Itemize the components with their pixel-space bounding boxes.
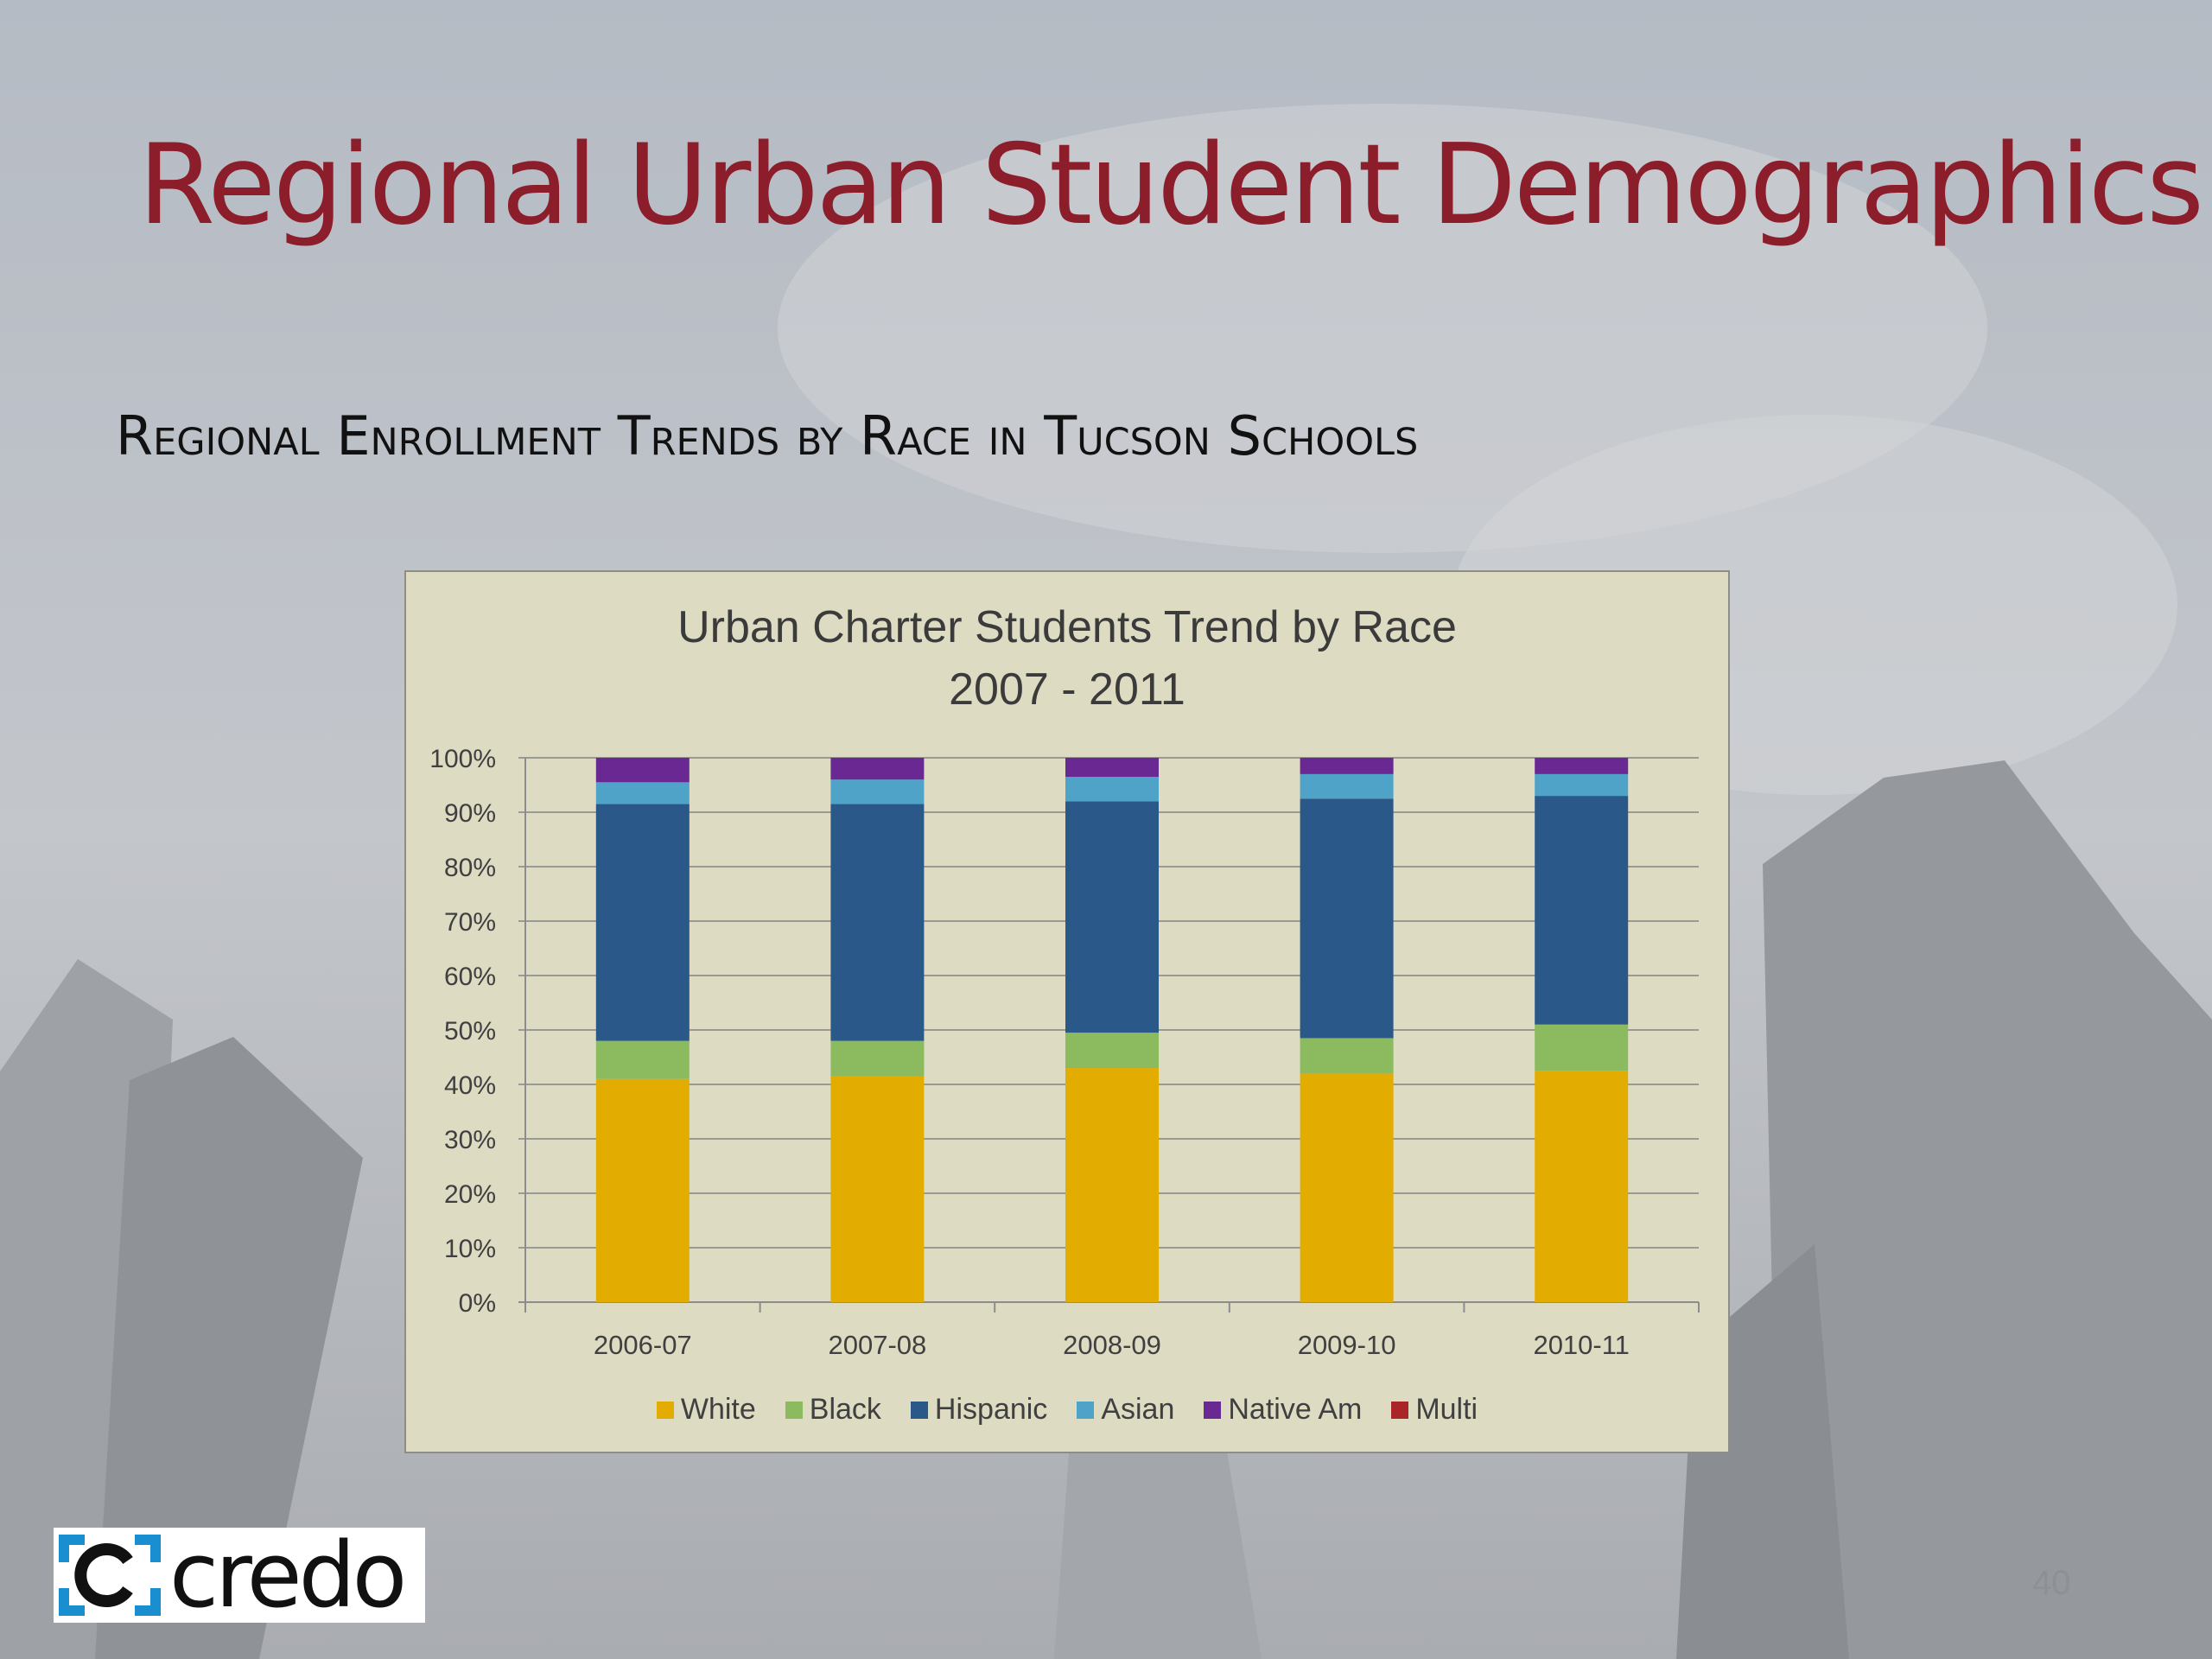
bar-segment [830, 804, 925, 1041]
bar-segment [595, 782, 690, 804]
bar-segment [1535, 758, 1629, 774]
bar-segment [1535, 1024, 1629, 1071]
credo-logo-mark [59, 1535, 161, 1616]
bar-segment [1535, 796, 1629, 1025]
x-tick-label: 2006-07 [594, 1330, 692, 1360]
bar-segment [1300, 758, 1394, 774]
legend-swatch [910, 1401, 928, 1419]
x-tick-label: 2009-10 [1298, 1330, 1396, 1360]
bar-segment [1065, 1033, 1159, 1069]
legend-item: Black [785, 1393, 881, 1427]
bar-segment [1535, 773, 1629, 797]
chart-subtitle: 2007 - 2011 [949, 664, 1185, 715]
x-tick-label: 2008-09 [1063, 1330, 1161, 1360]
page-number: 40 [2032, 1564, 2071, 1602]
stacked-bar-chart: 0% 10% 20% 30% 40% 50% 60% 70% 80% 90% 100% 2006-07… [429, 745, 1700, 1360]
legend-item: Asian [1077, 1393, 1174, 1427]
credo-logo-text: credo [169, 1522, 407, 1628]
bar-segment [1065, 801, 1159, 1033]
bar-segment [595, 804, 690, 1041]
legend-label: Native Am [1228, 1393, 1363, 1426]
y-tick-label: 30% [444, 1126, 496, 1154]
y-tick-label: 0% [459, 1289, 496, 1318]
slide-title: Regional Urban Student Demographics [138, 121, 2204, 250]
y-tick-label: 20% [444, 1180, 496, 1209]
legend-item: Multi [1391, 1393, 1478, 1427]
y-tick-label: 80% [444, 854, 496, 882]
legend-label: White [680, 1393, 756, 1426]
bar-segment [1300, 798, 1394, 1039]
bar-segment [1065, 777, 1159, 802]
legend-swatch [656, 1401, 674, 1419]
legend-swatch [1077, 1401, 1095, 1419]
y-tick-label: 60% [444, 963, 496, 991]
y-tick-label: 90% [444, 799, 496, 828]
bar-segment [830, 1076, 925, 1302]
bar-segment [1065, 1068, 1159, 1302]
chart-frame: 0% 10% 20% 30% 40% 50% 60% 70% 80% 90% 100% 2006-07… [404, 570, 1730, 1453]
legend-item: White [656, 1393, 756, 1427]
bar-segment [830, 779, 925, 804]
legend-label: Asian [1101, 1393, 1175, 1426]
y-tick-label: 40% [444, 1071, 496, 1100]
bar-segment [1300, 773, 1394, 799]
chart-title: Urban Charter Students Trend by Race [677, 602, 1457, 652]
x-tick-label: 2007-08 [829, 1330, 927, 1360]
bar-segment [830, 1040, 925, 1077]
bar-segment [1300, 1073, 1394, 1302]
legend-label: Black [809, 1393, 881, 1426]
bar-segment [1300, 1038, 1394, 1074]
legend-label: Multi [1415, 1393, 1478, 1426]
y-tick-label: 100% [429, 745, 496, 773]
legend-swatch [1391, 1401, 1409, 1419]
y-tick-label: 50% [444, 1017, 496, 1046]
bar-segment [595, 758, 690, 783]
bar-segment [595, 1040, 690, 1079]
bar-segment [1535, 1071, 1629, 1302]
legend-swatch [785, 1401, 803, 1419]
y-tick-label: 70% [444, 908, 496, 937]
legend-label: Hispanic [934, 1393, 1048, 1426]
bar-segment [830, 758, 925, 780]
credo-logo: credo [54, 1522, 425, 1628]
x-tick-label: 2010-11 [1533, 1330, 1629, 1360]
bar-segment [595, 1078, 690, 1302]
y-tick-label: 10% [444, 1235, 496, 1263]
legend-item: Hispanic [910, 1393, 1048, 1427]
legend-swatch [1204, 1401, 1222, 1419]
slide-subtitle: Regional Enrollment Trends by Race in Tu… [116, 404, 1419, 467]
bar-segment [1065, 758, 1159, 778]
legend-item: Native Am [1204, 1393, 1362, 1427]
chart-legend: White Black Hispanic Asian Native Am Multi [406, 1393, 1728, 1427]
